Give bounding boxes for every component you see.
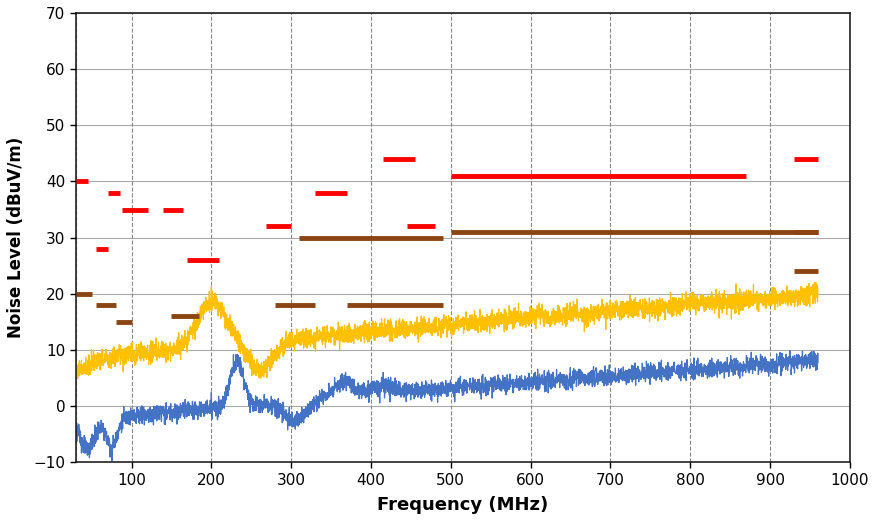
Y-axis label: Noise Level (dBuV/m): Noise Level (dBuV/m) <box>7 137 25 338</box>
X-axis label: Frequency (MHz): Frequency (MHz) <box>378 496 548 514</box>
